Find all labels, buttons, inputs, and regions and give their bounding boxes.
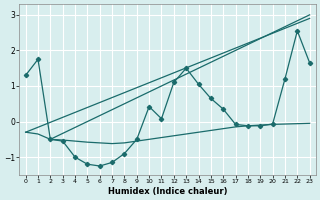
X-axis label: Humidex (Indice chaleur): Humidex (Indice chaleur) xyxy=(108,187,228,196)
